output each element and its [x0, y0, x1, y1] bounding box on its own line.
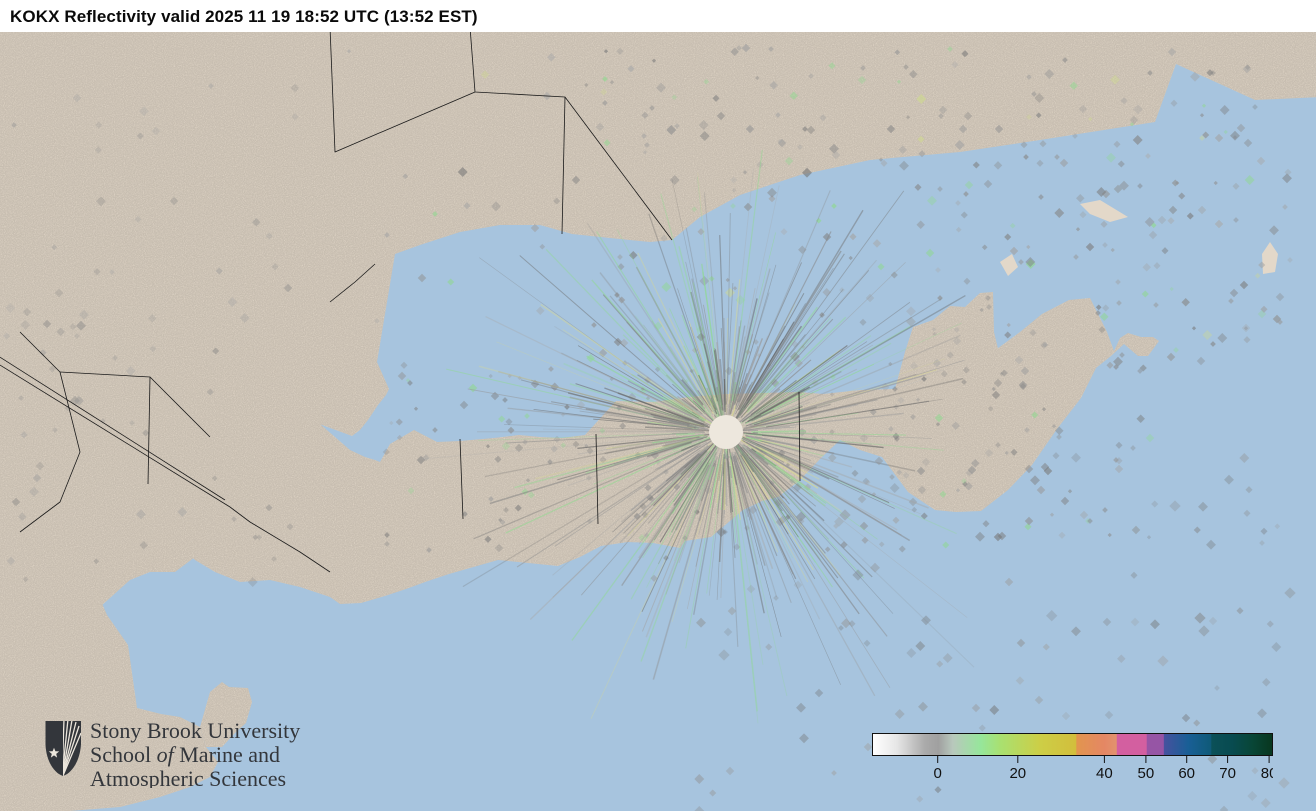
svg-text:40: 40	[1096, 765, 1113, 782]
svg-text:School of Marine and: School of Marine and	[90, 742, 280, 767]
svg-text:80: 80	[1261, 765, 1273, 782]
svg-text:0: 0	[934, 765, 942, 782]
svg-text:60: 60	[1178, 765, 1195, 782]
svg-text:Stony Brook University: Stony Brook University	[90, 718, 300, 743]
svg-text:Atmospheric Sciences: Atmospheric Sciences	[90, 766, 286, 788]
svg-text:50: 50	[1138, 765, 1155, 782]
svg-text:70: 70	[1219, 765, 1236, 782]
svg-text:20: 20	[1009, 765, 1026, 782]
